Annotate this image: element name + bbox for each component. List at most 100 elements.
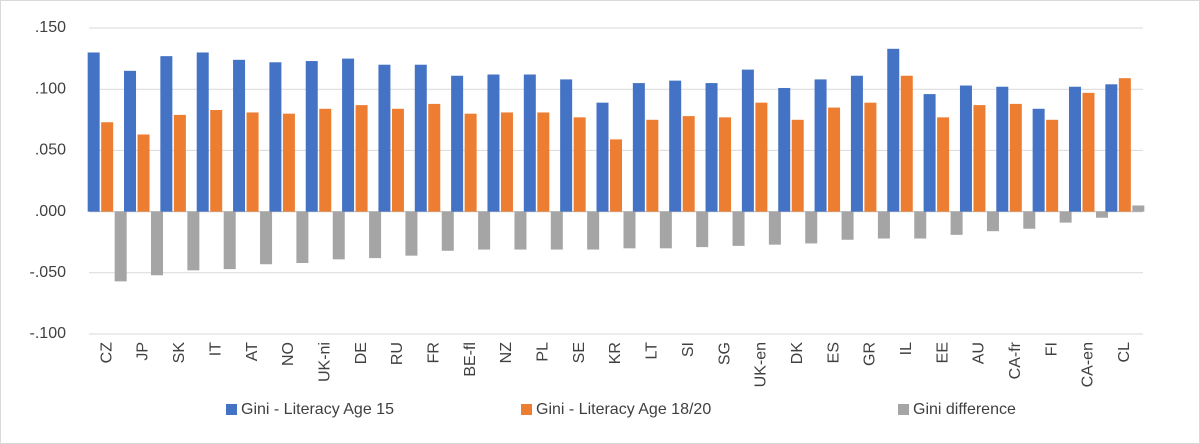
bar: [173, 114, 186, 212]
bar: [451, 75, 464, 212]
bar: [1132, 205, 1145, 212]
bar: [378, 64, 391, 212]
bar: [755, 102, 768, 212]
bar: [623, 211, 636, 249]
bar: [260, 211, 273, 265]
legend-swatch: [898, 404, 909, 415]
bar: [828, 107, 841, 212]
bar: [1009, 103, 1022, 212]
bar: [1118, 78, 1131, 212]
bar: [587, 211, 600, 250]
legend-swatch: [521, 404, 532, 415]
bar: [464, 113, 477, 212]
x-tick-label: FR: [425, 342, 442, 363]
x-tick-label: CA-fr: [1007, 341, 1024, 379]
x-tick-label: IL: [898, 342, 915, 355]
bar: [478, 211, 491, 250]
bar: [101, 122, 114, 212]
bar: [560, 79, 573, 212]
x-tick-label: BE-fl: [462, 342, 479, 377]
bar: [441, 211, 454, 251]
bar: [269, 62, 282, 212]
bar: [719, 117, 732, 212]
x-tick-label: AU: [971, 342, 988, 364]
legend-label: Gini - Literacy Age 15: [241, 401, 394, 418]
x-tick-label: NZ: [498, 342, 515, 364]
bar: [405, 211, 418, 256]
bar: [514, 211, 527, 250]
y-tick-label: -.050: [30, 264, 67, 281]
bar: [632, 83, 645, 212]
bar: [428, 103, 441, 212]
bar: [196, 52, 209, 212]
bar: [1068, 86, 1081, 212]
bar: [296, 211, 309, 264]
bar: [646, 119, 659, 212]
x-tick-label: JP: [135, 342, 152, 361]
bar: [814, 79, 827, 212]
bar: [233, 59, 246, 212]
bar: [696, 211, 709, 248]
bar: [705, 83, 718, 212]
bar: [160, 56, 173, 212]
bar: [246, 112, 259, 212]
x-tick-label: RU: [389, 342, 406, 365]
bar: [973, 105, 986, 212]
bar: [137, 134, 150, 212]
x-tick-label: DE: [353, 342, 370, 364]
bar: [319, 108, 332, 212]
x-tick-label: SK: [171, 342, 188, 364]
bar: [850, 75, 863, 212]
bar: [791, 119, 804, 212]
bar: [805, 211, 818, 244]
bar: [986, 211, 999, 232]
bar: [282, 113, 295, 212]
y-tick-label: .100: [35, 80, 66, 97]
y-tick-label: .150: [35, 19, 66, 36]
bar: [1023, 211, 1036, 229]
bar: [741, 69, 754, 212]
bar: [778, 87, 791, 212]
bar: [841, 211, 854, 240]
bar: [877, 211, 890, 239]
bar: [682, 116, 695, 212]
bar: [669, 80, 682, 212]
x-tick-label: IT: [207, 342, 224, 356]
bar: [610, 139, 622, 212]
bar: [900, 75, 913, 212]
bar: [923, 94, 936, 212]
bar: [1059, 211, 1072, 223]
y-tick-label: -.100: [30, 325, 67, 342]
bar: [151, 211, 164, 276]
bar: [1105, 84, 1118, 212]
x-tick-label: LT: [644, 342, 661, 360]
bar: [573, 117, 586, 212]
bar: [87, 52, 100, 212]
bar: [732, 211, 745, 246]
x-tick-label: SE: [571, 342, 588, 363]
bar: [355, 105, 368, 212]
bar: [1046, 119, 1059, 212]
x-tick-label: CZ: [98, 342, 115, 364]
bar: [114, 211, 127, 282]
bar: [210, 110, 223, 212]
x-tick-label: SG: [716, 342, 733, 365]
x-tick-label: NO: [280, 342, 297, 366]
y-tick-label: .050: [35, 142, 66, 159]
bar: [950, 211, 963, 235]
bar: [369, 211, 382, 259]
bar: [523, 74, 536, 212]
legend-label: Gini difference: [913, 401, 1016, 418]
bar: [1095, 211, 1108, 218]
x-tick-label: UK-ni: [316, 342, 333, 382]
bar: [937, 117, 950, 212]
bar: [996, 86, 1009, 212]
x-tick-label: UK-en: [753, 342, 770, 387]
x-tick-label: FI: [1043, 342, 1060, 356]
bar: [1032, 108, 1045, 212]
bar: [887, 48, 900, 212]
bar: [342, 58, 355, 212]
bar: [537, 112, 550, 212]
x-tick-label: GR: [862, 342, 879, 366]
y-tick-label: .000: [35, 203, 66, 220]
